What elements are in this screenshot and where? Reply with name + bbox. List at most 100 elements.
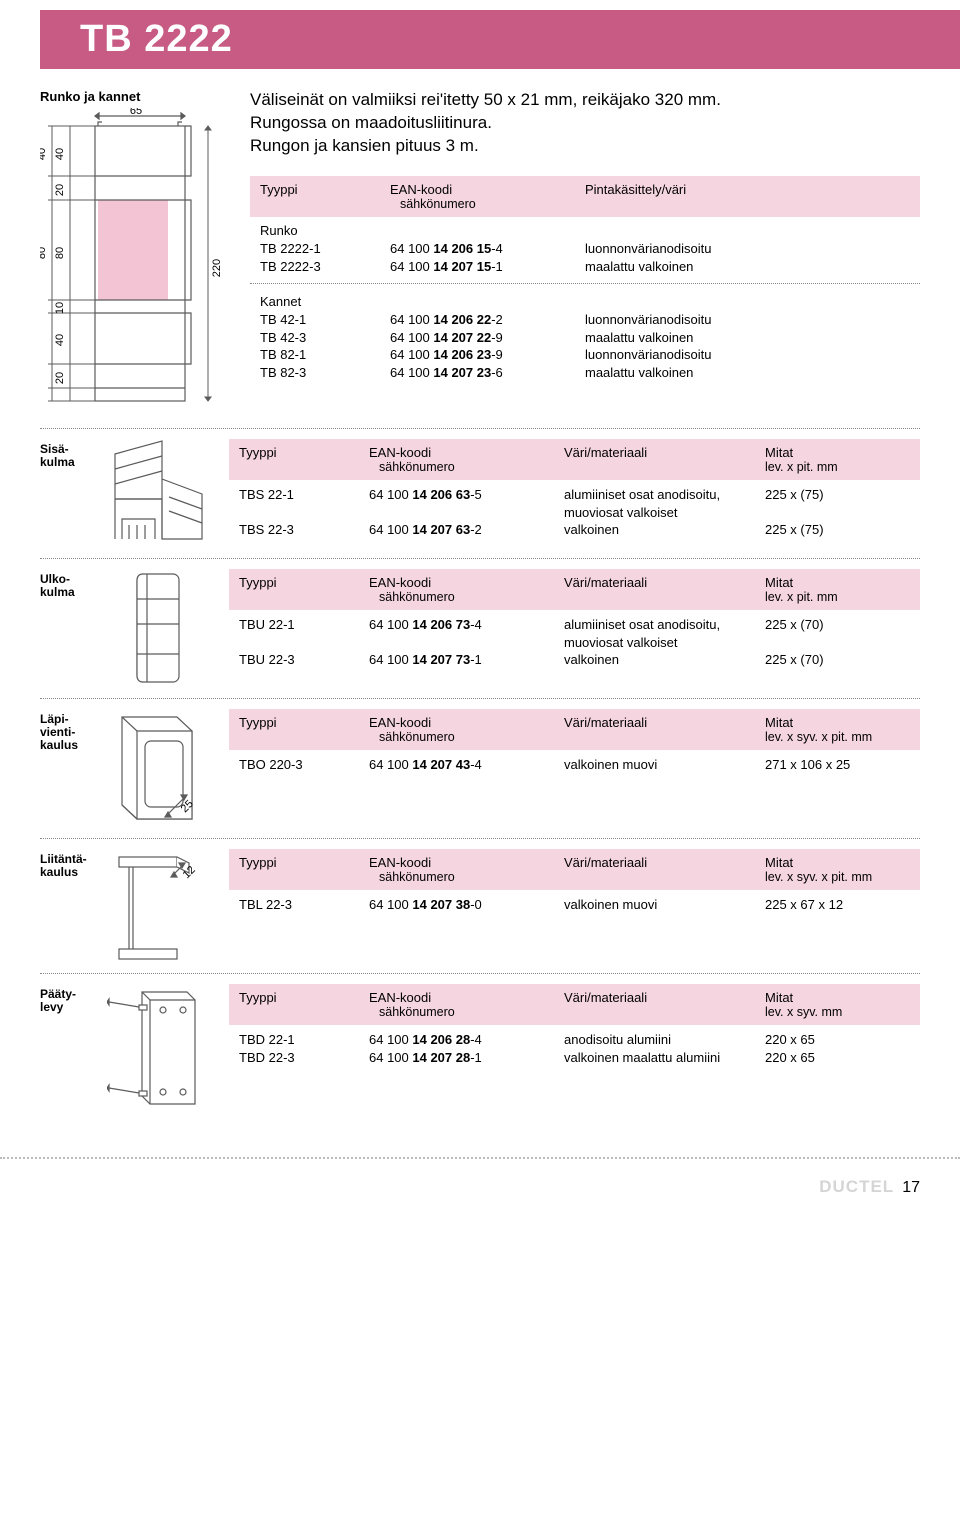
table-header-3col: Tyyppi EAN-koodi sähkönumero Pintakäsitt… (250, 176, 920, 217)
hdr-dim2: lev. x syv. x pit. mm (765, 870, 910, 884)
section-sisakulma: Sisä- kulma Tyyppi EAN-koodisähkönumero … (40, 439, 920, 552)
table-row: TBU 22-3 64 100 14 207 73-1 valkoinen 22… (239, 651, 910, 669)
cell-ean: 64 100 14 206 15-4 (390, 240, 585, 258)
table-row: TBD 22-3 64 100 14 207 28-1 valkoinen ma… (239, 1049, 910, 1067)
cell-finish: luonnonvärianodisoitu (585, 311, 910, 329)
hdr-ean: EAN-koodi (390, 182, 585, 197)
cell-finish: luonnonvärianodisoitu (585, 240, 910, 258)
dim-l3a: 80 (40, 247, 48, 259)
cell-type: TB 82-1 (260, 346, 390, 364)
kannet-block: Kannet TB 42-1 64 100 14 206 22-2 luonno… (250, 288, 920, 387)
cell-type: TBS 22-3 (239, 521, 369, 539)
cell-material: valkoinen (564, 521, 765, 539)
hdr-sn: sähkönumero (369, 590, 564, 604)
hdr-type: Tyyppi (239, 445, 369, 474)
cell-finish: luonnonvärianodisoitu (585, 346, 910, 364)
cell-material: valkoinen (564, 651, 765, 669)
label-sisakulma: Sisä- kulma (40, 439, 95, 552)
table-header-4col: Tyyppi EAN-koodisähkönumero Väri/materia… (229, 849, 920, 890)
hdr-type: Tyyppi (260, 182, 390, 211)
hdr-dim: Mitat (765, 445, 910, 460)
hdr-type: Tyyppi (239, 715, 369, 744)
runko-title: Runko (260, 223, 910, 238)
hdr-ean: EAN-koodi (369, 575, 564, 590)
hdr-sn: sähkönumero (369, 1005, 564, 1019)
hdr-ean: EAN-koodi (369, 715, 564, 730)
hdr-sn: sähkönumero (369, 870, 564, 884)
cell-finish: maalattu valkoinen (585, 329, 910, 347)
hdr-dim: Mitat (765, 715, 910, 730)
hdr-material: Väri/materiaali (564, 990, 765, 1019)
runko-block: Runko TB 2222-1 64 100 14 206 15-4 luonn… (250, 217, 920, 281)
table-row: TB 42-3 64 100 14 207 22-9 maalattu valk… (260, 329, 910, 347)
cell-material: valkoinen muovi (564, 896, 765, 914)
label-ulkokulma: Ulko- kulma (40, 569, 95, 692)
dim-l1a: 40 (40, 148, 48, 160)
table-row: TB 2222-1 64 100 14 206 15-4 luonnonväri… (260, 240, 910, 258)
page-title: TB 2222 (80, 18, 960, 61)
cell-ean: 64 100 14 207 38-0 (369, 896, 564, 914)
cell-type: TBD 22-1 (239, 1031, 369, 1049)
cell-type: TBL 22-3 (239, 896, 369, 914)
page-title-bar: TB 2222 (40, 10, 960, 69)
cell-ean: 64 100 14 206 73-4 (369, 616, 564, 651)
cell-material: valkoinen maalattu alumiini (564, 1049, 765, 1067)
hdr-type: Tyyppi (239, 855, 369, 884)
feedthrough-collar-icon: 25 (107, 709, 217, 832)
cell-dim: 220 x 65 (765, 1049, 910, 1067)
connection-collar-icon: 12 (107, 849, 217, 967)
cell-type: TBO 220-3 (239, 756, 369, 774)
hdr-sn: sähkönumero (369, 730, 564, 744)
cell-ean: 64 100 14 207 28-1 (369, 1049, 564, 1067)
cell-type: TB 42-3 (260, 329, 390, 347)
inside-corner-icon (107, 439, 217, 552)
hdr-dim: Mitat (765, 990, 910, 1005)
dim-w: 65 (130, 108, 142, 117)
dotted-separator (250, 283, 920, 284)
cell-ean: 64 100 14 207 23-6 (390, 364, 585, 382)
dim-l2: 20 (54, 184, 66, 196)
table-row: TB 2222-3 64 100 14 207 15-1 maalattu va… (260, 258, 910, 276)
hdr-dim2: lev. x pit. mm (765, 590, 910, 604)
cell-type: TBU 22-3 (239, 651, 369, 669)
hdr-sn: sähkönumero (390, 197, 585, 211)
top-row: Runko ja kannet (40, 89, 920, 418)
cell-ean: 64 100 14 206 63-5 (369, 486, 564, 521)
table-row: TBO 220-3 64 100 14 207 43-4 valkoinen m… (239, 756, 910, 774)
table-header-4col: Tyyppi EAN-koodisähkönumero Väri/materia… (229, 984, 920, 1025)
dim-l1: 40 (54, 148, 66, 160)
dotted-separator (40, 558, 920, 559)
dim-l5: 40 (54, 334, 66, 346)
table-row: TBU 22-1 64 100 14 206 73-4 alumiiniset … (239, 616, 910, 651)
hdr-material: Väri/materiaali (564, 855, 765, 884)
cell-material: alumiiniset osat anodisoitu,muoviosat va… (564, 616, 765, 651)
dim-l3: 80 (54, 247, 66, 259)
page-footer: DUCTEL 17 (0, 1157, 960, 1213)
cell-dim: 271 x 106 x 25 (765, 756, 910, 774)
cell-dim: 225 x (70) (765, 616, 910, 651)
table-header-4col: Tyyppi EAN-koodisähkönumero Väri/materia… (229, 569, 920, 610)
cell-material: valkoinen muovi (564, 756, 765, 774)
hdr-dim2: lev. x pit. mm (765, 460, 910, 474)
cell-type: TB 42-1 (260, 311, 390, 329)
hdr-ean: EAN-koodi (369, 990, 564, 1005)
end-plate-icon (107, 984, 217, 1117)
dim-l6: 20 (54, 372, 66, 384)
footer-page-number: 17 (902, 1179, 920, 1197)
table-row: TBD 22-1 64 100 14 206 28-4 anodisoitu a… (239, 1031, 910, 1049)
hdr-ean: EAN-koodi (369, 855, 564, 870)
cell-ean: 64 100 14 207 73-1 (369, 651, 564, 669)
cell-type: TBU 22-1 (239, 616, 369, 651)
cell-type: TB 2222-3 (260, 258, 390, 276)
label-liitantakaulus: Liitäntä- kaulus (40, 849, 95, 967)
hdr-material: Väri/materiaali (564, 445, 765, 474)
hdr-dim: Mitat (765, 575, 910, 590)
cell-dim: 220 x 65 (765, 1031, 910, 1049)
cell-type: TB 82-3 (260, 364, 390, 382)
dim-l4: 10 (54, 302, 66, 314)
table-row: TBS 22-3 64 100 14 207 63-2 valkoinen 22… (239, 521, 910, 539)
section-ulkokulma: Ulko- kulma Tyyppi EAN-koodisähkönumero … (40, 569, 920, 692)
kannet-title: Kannet (260, 294, 910, 309)
dotted-separator (40, 698, 920, 699)
cell-dim: 225 x 67 x 12 (765, 896, 910, 914)
